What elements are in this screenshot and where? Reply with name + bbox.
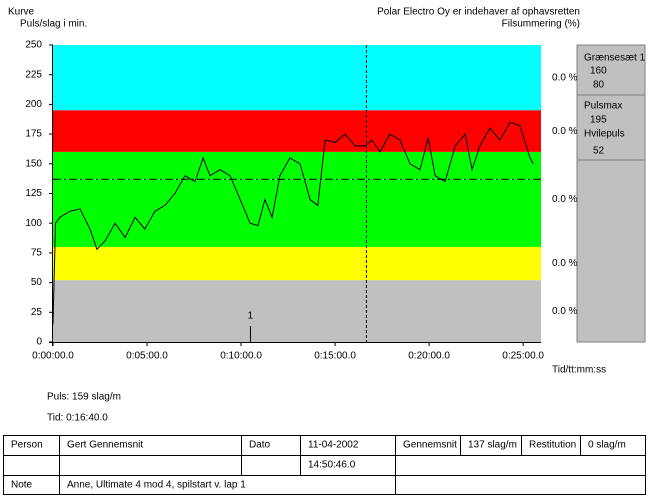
y-tick-label: 125 (25, 188, 42, 199)
panel-text: Grænsesæt 1 (584, 53, 646, 64)
table-cell: Gert Gennemsnit (67, 440, 143, 451)
x-tick-label: 0:20:00.0 (408, 351, 450, 362)
zone-percent: 0.0 % (552, 258, 578, 269)
zone (53, 280, 541, 342)
table-cell: 137 slag/m (468, 440, 517, 451)
table-cell: Anne, Ultimate 4 mod 4, spilstart v. lap… (67, 480, 246, 491)
zone-percent: 0.0 % (552, 126, 578, 137)
y-tick-label: 250 (25, 40, 42, 51)
panel-text: 52 (593, 146, 605, 157)
table-cell: Restitution (529, 440, 576, 451)
table-cell: Person (11, 440, 43, 451)
x-tick-label: 0:10:00.0 (220, 351, 262, 362)
heart-rate-line (52, 121, 534, 325)
y-tick-label: 0 (36, 337, 42, 348)
lap-label: 1 (248, 311, 254, 322)
x-axis-label: Tid/tt:mm:ss (552, 365, 606, 376)
label: Puls/slag i min. (20, 19, 87, 30)
zone (53, 246, 541, 281)
x-tick-label: 0:25:00.0 (502, 351, 544, 362)
panel-text: Pulsmax (584, 101, 622, 112)
table-cell: 11-04-2002 (308, 440, 359, 451)
info: Puls: 159 slag/m (47, 392, 121, 403)
y-tick-label: 75 (31, 248, 43, 259)
zone (53, 151, 541, 247)
y-tick-label: 50 (31, 277, 43, 288)
zone-percent: 0.0 % (552, 72, 578, 83)
label: Kurve (8, 7, 35, 18)
table-cell: Note (11, 480, 33, 491)
y-tick-label: 100 (25, 218, 42, 229)
table-cell: 14:50:46.0 (308, 460, 356, 471)
table-grid (3, 435, 646, 495)
y-tick-label: 200 (25, 99, 42, 110)
y-tick-label: 175 (25, 129, 42, 140)
table-cell: Gennemsnit (403, 440, 457, 451)
label: Polar Electro Oy er indehaver af ophavsr… (377, 7, 580, 18)
y-tick-label: 25 (31, 307, 43, 318)
zone-percent: 0.0 % (552, 194, 578, 205)
zone (53, 45, 541, 111)
panel-text: Hvilepuls (584, 129, 625, 140)
zone (53, 110, 541, 152)
table-cell: 0 slag/m (588, 440, 626, 451)
panel-text: 80 (593, 80, 605, 91)
zone-percent: 0.0 % (552, 306, 578, 317)
label: Filsummering (%) (502, 19, 580, 30)
y-tick-label: 225 (25, 69, 42, 80)
x-tick-label: 0:00:00.0 (32, 351, 74, 362)
table-cell: Dato (249, 440, 271, 451)
panel-text: 160 (590, 66, 607, 77)
x-tick-label: 0:05:00.0 (126, 351, 168, 362)
info: Tid: 0:16:40.0 (47, 413, 108, 424)
x-tick-label: 0:15:00.0 (314, 351, 356, 362)
y-tick-label: 150 (25, 158, 42, 169)
panel-text: 195 (590, 115, 607, 126)
side-panel (576, 44, 646, 343)
